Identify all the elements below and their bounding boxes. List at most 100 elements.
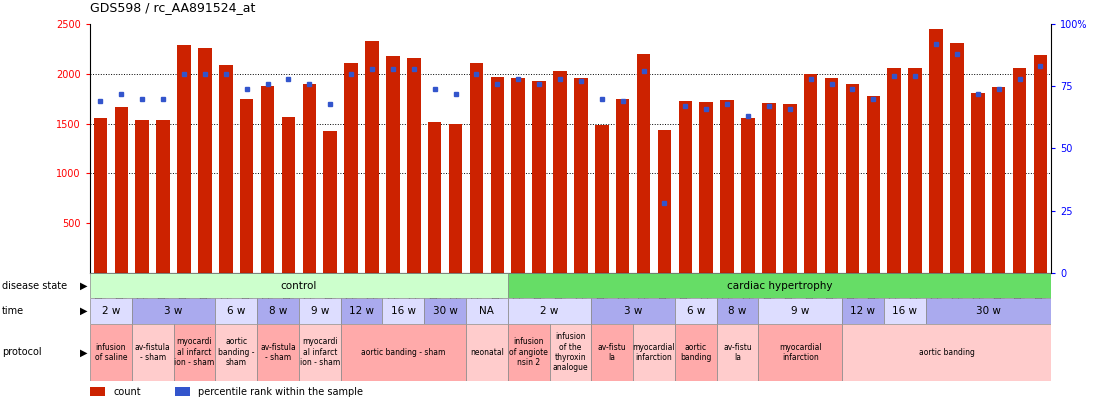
Bar — [449, 124, 462, 273]
Bar — [1033, 55, 1048, 273]
Text: 12 w: 12 w — [349, 306, 374, 316]
Bar — [553, 71, 567, 273]
Bar — [298, 324, 341, 381]
Bar — [90, 324, 132, 381]
Text: infusion
of the
thyroxin
analogue: infusion of the thyroxin analogue — [553, 332, 588, 373]
Bar — [846, 84, 859, 273]
Bar — [716, 298, 758, 324]
Text: infusion
of angiote
nsin 2: infusion of angiote nsin 2 — [509, 337, 548, 367]
Bar — [716, 324, 758, 381]
Bar — [173, 324, 215, 381]
Text: myocardial
infarction: myocardial infarction — [633, 343, 676, 362]
Text: ▶: ▶ — [80, 306, 88, 316]
Bar — [383, 298, 425, 324]
Bar — [466, 298, 508, 324]
Bar — [282, 117, 295, 273]
Bar — [386, 56, 399, 273]
Text: av-fistu
la: av-fistu la — [598, 343, 626, 362]
Text: av-fistula
- sham: av-fistula - sham — [260, 343, 296, 362]
Text: aortic
banding -
sham: aortic banding - sham — [218, 337, 255, 367]
Bar — [950, 43, 963, 273]
Text: ▶: ▶ — [80, 281, 88, 291]
Bar — [926, 298, 1051, 324]
Bar — [842, 324, 1051, 381]
Text: 30 w: 30 w — [976, 306, 1000, 316]
Text: 3 w: 3 w — [165, 306, 183, 316]
Text: ▶: ▶ — [80, 347, 88, 357]
Text: cardiac hypertrophy: cardiac hypertrophy — [726, 281, 833, 291]
Bar — [90, 298, 132, 324]
Bar — [215, 298, 257, 324]
Bar — [742, 117, 755, 273]
Text: 12 w: 12 w — [850, 306, 875, 316]
Bar — [199, 48, 212, 273]
Bar — [658, 130, 671, 273]
Bar — [762, 102, 776, 273]
Bar — [675, 324, 716, 381]
Bar — [700, 102, 713, 273]
Text: 6 w: 6 w — [687, 306, 705, 316]
Text: percentile rank within the sample: percentile rank within the sample — [197, 387, 363, 396]
Bar — [591, 298, 675, 324]
Bar — [341, 298, 383, 324]
Text: 8 w: 8 w — [269, 306, 287, 316]
Bar — [90, 273, 508, 298]
Bar — [156, 119, 170, 273]
Text: aortic
banding: aortic banding — [680, 343, 712, 362]
Text: 16 w: 16 w — [892, 306, 917, 316]
Bar — [574, 78, 588, 273]
Text: infusion
of saline: infusion of saline — [94, 343, 127, 362]
Bar — [215, 324, 257, 381]
Bar — [132, 298, 215, 324]
Bar — [135, 119, 149, 273]
Bar — [783, 104, 796, 273]
Text: count: count — [113, 387, 140, 396]
Bar — [679, 100, 692, 273]
Text: 8 w: 8 w — [728, 306, 747, 316]
Bar — [407, 58, 420, 273]
Text: myocardial
infarction: myocardial infarction — [779, 343, 822, 362]
Bar — [466, 324, 508, 381]
Text: aortic banding: aortic banding — [918, 348, 974, 357]
Bar — [261, 86, 274, 273]
Bar — [428, 122, 441, 273]
Bar — [532, 81, 546, 273]
Bar — [887, 68, 901, 273]
Bar — [178, 45, 191, 273]
Bar — [615, 98, 630, 273]
Bar — [240, 98, 253, 273]
Bar — [508, 273, 1051, 298]
Bar — [508, 298, 591, 324]
Text: protocol: protocol — [2, 347, 42, 357]
Bar — [303, 84, 316, 273]
Text: NA: NA — [479, 306, 495, 316]
Text: 2 w: 2 w — [541, 306, 558, 316]
Bar — [511, 78, 525, 273]
Text: neonatal: neonatal — [470, 348, 504, 357]
Bar — [758, 324, 842, 381]
Text: 16 w: 16 w — [391, 306, 416, 316]
Text: myocardi
al infarct
ion - sham: myocardi al infarct ion - sham — [174, 337, 215, 367]
Bar — [341, 324, 466, 381]
Text: disease state: disease state — [2, 281, 67, 291]
Bar — [219, 65, 233, 273]
Text: 2 w: 2 w — [102, 306, 120, 316]
Bar — [257, 298, 298, 324]
Text: time: time — [2, 306, 24, 316]
Text: GDS598 / rc_AA891524_at: GDS598 / rc_AA891524_at — [90, 1, 256, 14]
Bar — [114, 107, 128, 273]
Text: control: control — [281, 281, 317, 291]
Bar — [908, 68, 921, 273]
Bar — [425, 298, 466, 324]
Bar — [344, 63, 358, 273]
Text: 9 w: 9 w — [310, 306, 329, 316]
Bar — [867, 96, 880, 273]
Bar — [971, 93, 985, 273]
Bar — [132, 324, 173, 381]
Bar — [595, 124, 609, 273]
Text: av-fistu
la: av-fistu la — [723, 343, 751, 362]
Bar — [992, 87, 1006, 273]
Bar — [1013, 68, 1027, 273]
Bar — [257, 324, 298, 381]
Bar — [929, 29, 942, 273]
